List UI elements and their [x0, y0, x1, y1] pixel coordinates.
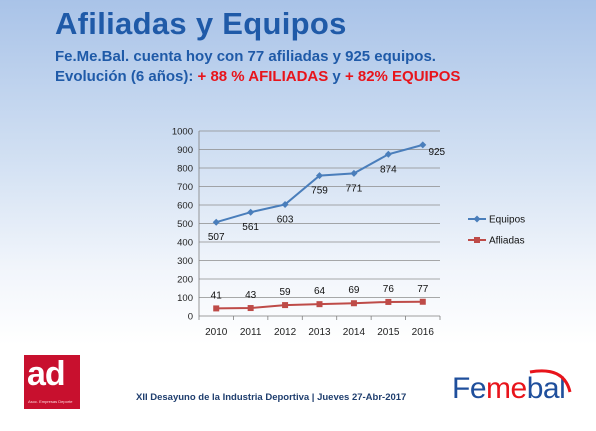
femebal-swoosh-icon: [529, 369, 572, 393]
legend-label: Equipos: [489, 215, 525, 226]
data-point-afliadas: [385, 298, 392, 305]
subtitle-summary: Fe.Me.Bal. cuenta hoy con 77 afiliadas y…: [55, 48, 436, 65]
data-label: 874: [380, 164, 397, 175]
data-point-afliadas: [350, 300, 357, 307]
data-label: 771: [346, 183, 363, 194]
x-tick-label: 2013: [308, 327, 331, 338]
data-label: 43: [245, 290, 257, 301]
data-label: 561: [242, 222, 259, 233]
subtitle-evolution: Evolución (6 años): + 88 % AFILIADAS y +…: [55, 68, 460, 85]
footer-text: XII Desayuno de la Industria Deportiva |…: [136, 392, 407, 403]
data-point-afliadas: [419, 298, 426, 305]
data-point-equipos: [384, 150, 392, 158]
y-tick-label: 0: [188, 312, 193, 323]
x-tick-label: 2014: [343, 327, 366, 338]
y-tick-label: 800: [177, 164, 193, 175]
page-title: Afiliadas y Equipos: [55, 6, 347, 41]
data-point-afliadas: [282, 302, 289, 309]
x-tick-label: 2010: [205, 327, 228, 338]
data-label: 76: [383, 284, 395, 295]
data-point-equipos: [247, 208, 255, 216]
legend-marker: [473, 215, 481, 223]
x-tick-label: 2015: [377, 327, 400, 338]
legend-label: Afliadas: [489, 236, 525, 247]
y-tick-label: 400: [177, 238, 193, 249]
ad-logo: ad Asoc. Empresas Deporte: [24, 355, 80, 409]
data-label: 69: [348, 285, 360, 296]
data-point-equipos: [212, 218, 220, 226]
femebal-logo: Femebal: [452, 372, 566, 406]
data-point-afliadas: [316, 301, 323, 308]
afiliadas-growth: + 88 % AFILIADAS: [197, 68, 329, 85]
femebal-logo-part1: Fe: [452, 372, 487, 405]
data-label: 77: [417, 284, 429, 295]
ad-logo-tagline: Asoc. Empresas Deporte: [28, 399, 73, 404]
x-tick-label: 2012: [274, 327, 297, 338]
data-point-afliadas: [213, 305, 220, 312]
series-line-equipos: [215, 143, 424, 224]
evolution-prefix: Evolución (6 años):: [55, 68, 198, 85]
data-point-equipos: [419, 141, 427, 149]
data-point-afliadas: [247, 305, 254, 312]
equipos-growth: + 82% EQUIPOS: [344, 68, 461, 85]
data-point-equipos: [281, 200, 289, 208]
y-tick-label: 600: [177, 201, 193, 212]
data-label: 759: [311, 186, 328, 197]
y-tick-label: 500: [177, 219, 193, 230]
evolution-connector: y: [328, 68, 345, 85]
y-tick-label: 300: [177, 256, 193, 267]
ad-logo-text: ad: [27, 355, 66, 393]
y-tick-label: 100: [177, 293, 193, 304]
data-point-equipos: [350, 169, 358, 177]
data-label: 925: [428, 147, 445, 158]
y-tick-label: 200: [177, 275, 193, 286]
data-label: 41: [211, 290, 223, 301]
data-point-equipos: [316, 172, 323, 180]
y-tick-label: 900: [177, 145, 193, 156]
data-label: 59: [280, 287, 292, 298]
x-tick-label: 2011: [240, 327, 262, 338]
data-label: 507: [208, 232, 225, 243]
femebal-logo-part3: bal: [526, 372, 566, 405]
y-tick-label: 1000: [172, 127, 193, 138]
data-label: 603: [277, 214, 294, 225]
x-tick-label: 2016: [412, 327, 435, 338]
y-tick-label: 700: [177, 182, 193, 193]
data-label: 64: [314, 286, 326, 297]
legend-marker: [474, 237, 480, 243]
femebal-logo-part2: me: [486, 372, 527, 405]
